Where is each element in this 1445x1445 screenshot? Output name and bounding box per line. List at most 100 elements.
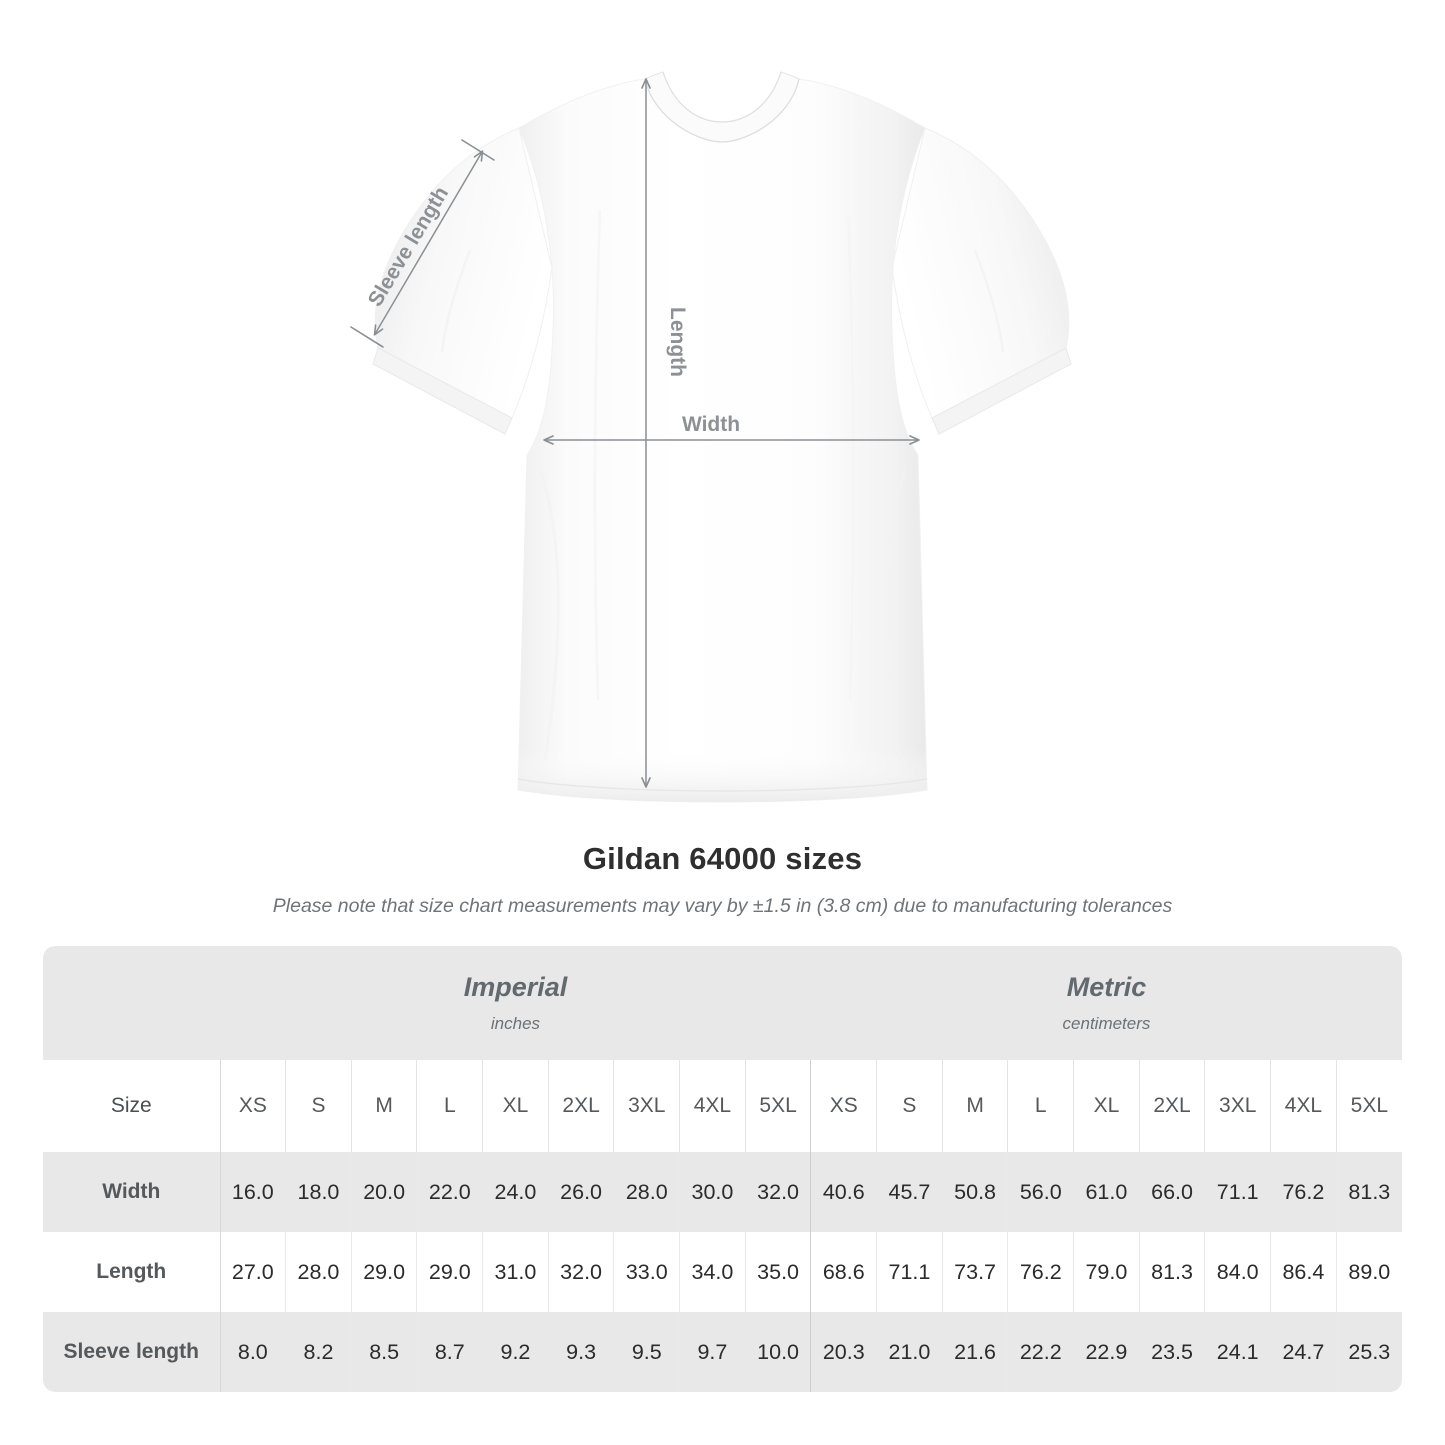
row-label-width: Width <box>43 1152 221 1232</box>
cell-length-s-in: 28.0 <box>285 1232 352 1312</box>
header-size-l-imperial: L <box>416 1060 484 1152</box>
cell-length-xs-cm: 68.6 <box>810 1232 878 1312</box>
cell-sleeve-m-in: 8.5 <box>351 1312 418 1392</box>
cell-sleeve-2xl-in: 9.3 <box>548 1312 615 1392</box>
unit-name-metric: Metric <box>1066 971 1147 1002</box>
cell-length-xs-in: 27.0 <box>220 1232 287 1312</box>
cell-width-5xl-cm: 81.3 <box>1336 1152 1402 1232</box>
title-block: Gildan 64000 sizes Please note that size… <box>0 840 1445 920</box>
header-size-s-metric: S <box>876 1060 943 1152</box>
cell-sleeve-5xl-cm: 25.3 <box>1336 1312 1402 1392</box>
cell-length-s-cm: 71.1 <box>876 1232 943 1312</box>
cell-sleeve-4xl-in: 9.7 <box>679 1312 746 1392</box>
header-size-3xl-metric: 3XL <box>1204 1060 1272 1152</box>
unit-sub-imperial: inches <box>490 1013 541 1033</box>
cell-length-m-cm: 73.7 <box>942 1232 1009 1312</box>
cell-sleeve-4xl-cm: 24.7 <box>1270 1312 1337 1392</box>
row-label-sleeve-length: Sleeve length <box>43 1312 221 1392</box>
unit-section-imperial: Imperial inches <box>220 946 811 1060</box>
unit-sub-metric: centimeters <box>1062 1013 1151 1033</box>
cell-width-m-cm: 50.8 <box>942 1152 1009 1232</box>
size-header-row: Size XS S M L XL 2XL 3XL 4XL 5XL XS S M … <box>43 1060 1402 1152</box>
header-size-l-metric: L <box>1007 1060 1075 1152</box>
cell-sleeve-3xl-cm: 24.1 <box>1204 1312 1272 1392</box>
cell-length-2xl-cm: 81.3 <box>1139 1232 1206 1312</box>
cell-length-l-cm: 76.2 <box>1007 1232 1075 1312</box>
cell-width-2xl-in: 26.0 <box>548 1152 615 1232</box>
length-label: Length <box>666 307 689 377</box>
unit-banner-spacer <box>43 946 220 1060</box>
cell-sleeve-l-cm: 22.2 <box>1007 1312 1075 1392</box>
header-size-4xl-imperial: 4XL <box>679 1060 746 1152</box>
cell-sleeve-5xl-in: 10.0 <box>745 1312 812 1392</box>
cell-width-xs-cm: 40.6 <box>810 1152 878 1232</box>
cell-sleeve-xl-cm: 22.9 <box>1073 1312 1140 1392</box>
unit-section-metric: Metric centimeters <box>810 946 1402 1060</box>
cell-length-2xl-in: 32.0 <box>548 1232 615 1312</box>
tshirt-diagram: Sleeve length Length Width <box>350 71 1072 803</box>
header-size-2xl-imperial: 2XL <box>548 1060 615 1152</box>
cell-length-m-in: 29.0 <box>351 1232 418 1312</box>
width-label: Width <box>682 413 740 436</box>
length-measure: Length <box>641 78 689 788</box>
cell-sleeve-xs-in: 8.0 <box>220 1312 287 1392</box>
cell-width-l-in: 22.0 <box>416 1152 484 1232</box>
unit-banner-row: Imperial inches Metric centimeters <box>43 946 1402 1060</box>
cell-width-5xl-in: 32.0 <box>745 1152 812 1232</box>
cell-width-xl-in: 24.0 <box>482 1152 549 1232</box>
cell-length-4xl-in: 34.0 <box>679 1232 746 1312</box>
header-size-2xl-metric: 2XL <box>1139 1060 1206 1152</box>
header-size-4xl-metric: 4XL <box>1270 1060 1337 1152</box>
cell-length-xl-in: 31.0 <box>482 1232 549 1312</box>
cell-length-3xl-cm: 84.0 <box>1204 1232 1272 1312</box>
cell-sleeve-l-in: 8.7 <box>416 1312 484 1392</box>
row-label-length: Length <box>43 1232 221 1312</box>
size-table-container: Imperial inches Metric centimeters Size … <box>43 946 1402 1392</box>
cell-sleeve-xl-in: 9.2 <box>482 1312 549 1392</box>
cell-width-4xl-in: 30.0 <box>679 1152 746 1232</box>
table-row-length: Length 27.0 28.0 29.0 29.0 31.0 32.0 33.… <box>43 1232 1402 1312</box>
size-table: Imperial inches Metric centimeters Size … <box>43 946 1402 1392</box>
cell-width-xs-in: 16.0 <box>220 1152 287 1232</box>
cell-width-m-in: 20.0 <box>351 1152 418 1232</box>
cell-sleeve-2xl-cm: 23.5 <box>1139 1312 1206 1392</box>
cell-width-xl-cm: 61.0 <box>1073 1152 1140 1232</box>
header-size-xl-imperial: XL <box>482 1060 549 1152</box>
header-size-label: Size <box>43 1060 221 1152</box>
cell-width-4xl-cm: 76.2 <box>1270 1152 1337 1232</box>
table-row-sleeve-length: Sleeve length 8.0 8.2 8.5 8.7 9.2 9.3 9.… <box>43 1312 1402 1392</box>
cell-width-s-in: 18.0 <box>285 1152 352 1232</box>
tshirt-illustration <box>372 71 1072 803</box>
cell-width-s-cm: 45.7 <box>876 1152 943 1232</box>
header-size-xs-metric: XS <box>810 1060 878 1152</box>
header-size-m-metric: M <box>942 1060 1009 1152</box>
header-size-5xl-imperial: 5XL <box>745 1060 812 1152</box>
cell-length-4xl-cm: 86.4 <box>1270 1232 1337 1312</box>
header-size-s-imperial: S <box>285 1060 352 1152</box>
cell-sleeve-s-cm: 21.0 <box>876 1312 943 1392</box>
cell-length-l-in: 29.0 <box>416 1232 484 1312</box>
width-measure: Width <box>543 413 920 445</box>
cell-sleeve-m-cm: 21.6 <box>942 1312 1009 1392</box>
tolerance-note: Please note that size chart measurements… <box>272 895 1173 918</box>
cell-width-2xl-cm: 66.0 <box>1139 1152 1206 1232</box>
header-size-m-imperial: M <box>351 1060 418 1152</box>
cell-sleeve-xs-cm: 20.3 <box>810 1312 878 1392</box>
cell-width-3xl-cm: 71.1 <box>1204 1152 1272 1232</box>
unit-name-imperial: Imperial <box>463 971 568 1002</box>
header-size-3xl-imperial: 3XL <box>613 1060 681 1152</box>
cell-sleeve-3xl-in: 9.5 <box>613 1312 681 1392</box>
cell-width-3xl-in: 28.0 <box>613 1152 681 1232</box>
cell-sleeve-s-in: 8.2 <box>285 1312 352 1392</box>
cell-length-xl-cm: 79.0 <box>1073 1232 1140 1312</box>
cell-length-5xl-in: 35.0 <box>745 1232 812 1312</box>
header-size-xl-metric: XL <box>1073 1060 1140 1152</box>
cell-length-3xl-in: 33.0 <box>613 1232 681 1312</box>
table-row-width: Width 16.0 18.0 20.0 22.0 24.0 26.0 28.0… <box>43 1152 1402 1232</box>
header-size-5xl-metric: 5XL <box>1336 1060 1402 1152</box>
cell-width-l-cm: 56.0 <box>1007 1152 1075 1232</box>
header-size-xs-imperial: XS <box>220 1060 287 1152</box>
page-title: Gildan 64000 sizes <box>582 841 863 876</box>
cell-length-5xl-cm: 89.0 <box>1336 1232 1402 1312</box>
